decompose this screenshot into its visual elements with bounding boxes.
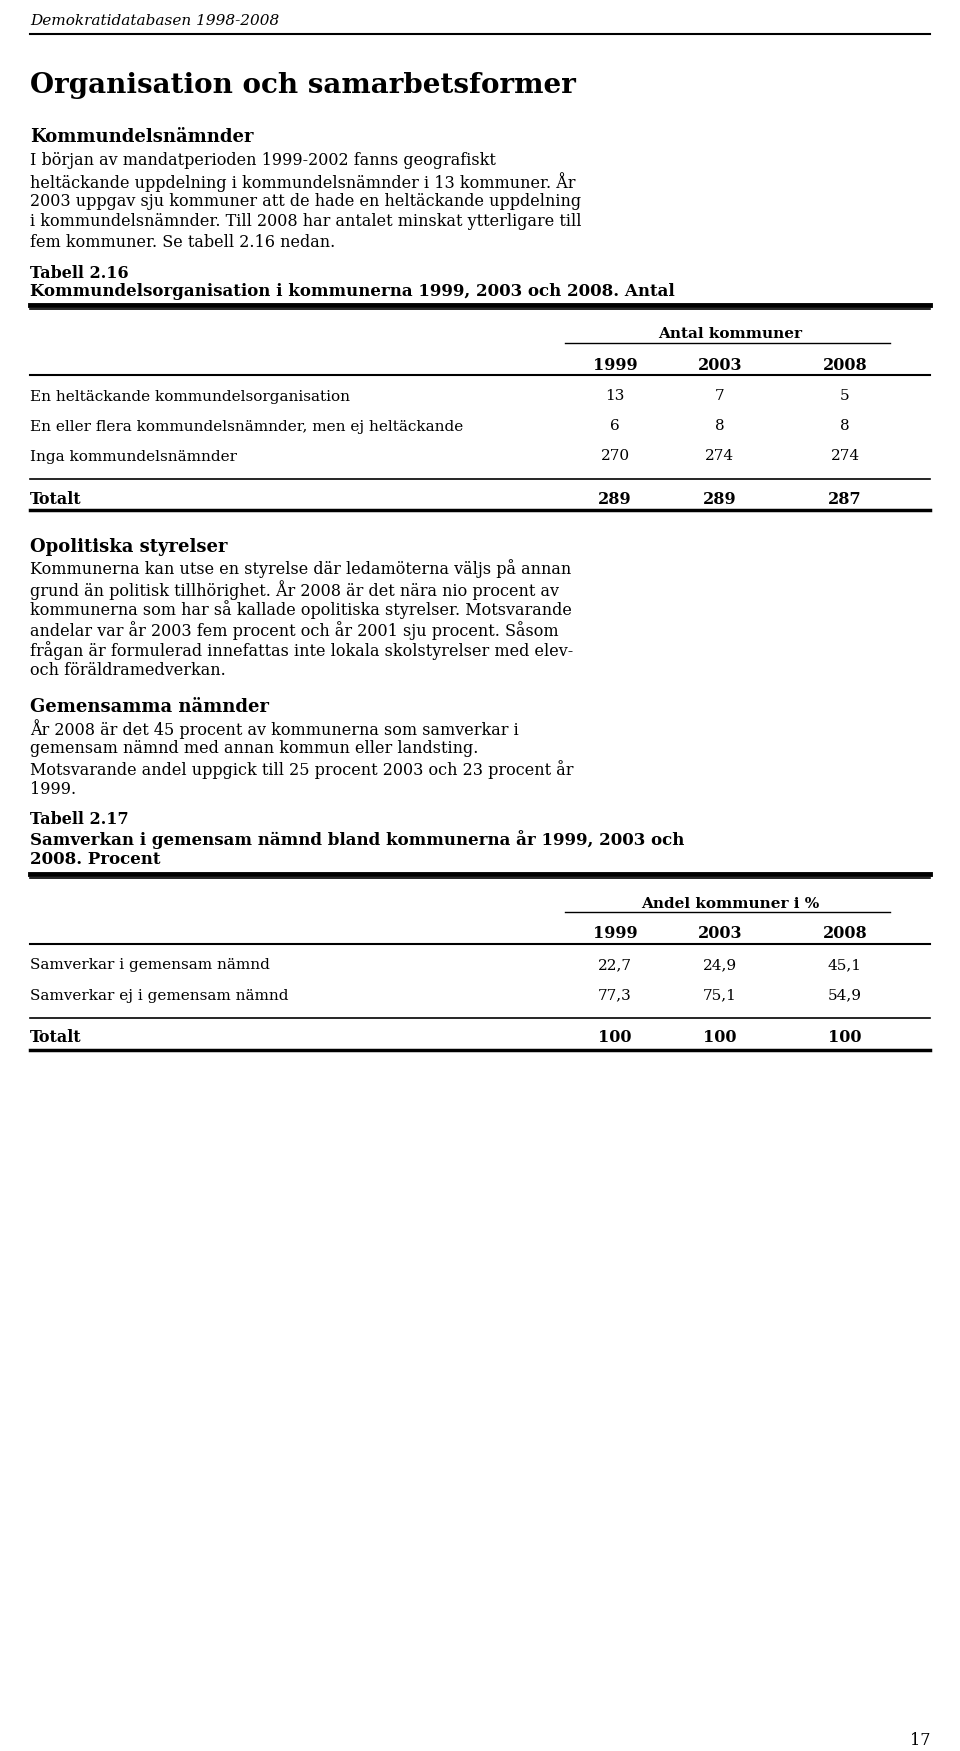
Text: 2003: 2003 bbox=[698, 357, 742, 373]
Text: Tabell 2.16: Tabell 2.16 bbox=[30, 264, 129, 282]
Text: 1999: 1999 bbox=[592, 926, 637, 942]
Text: En heltäckande kommundelsorganisation: En heltäckande kommundelsorganisation bbox=[30, 389, 350, 403]
Text: frågan är formulerad innefattas inte lokala skolstyrelser med elev-: frågan är formulerad innefattas inte lok… bbox=[30, 641, 573, 660]
Text: En eller flera kommundelsnämnder, men ej heltäckande: En eller flera kommundelsnämnder, men ej… bbox=[30, 420, 464, 434]
Text: 274: 274 bbox=[706, 450, 734, 464]
Text: Inga kommundelsnämnder: Inga kommundelsnämnder bbox=[30, 450, 237, 464]
Text: kommunerna som har så kallade opolitiska styrelser. Motsvarande: kommunerna som har så kallade opolitiska… bbox=[30, 601, 572, 620]
Text: I början av mandatperioden 1999-2002 fanns geografiskt: I början av mandatperioden 1999-2002 fan… bbox=[30, 152, 496, 170]
Text: fem kommuner. Se tabell 2.16 nedan.: fem kommuner. Se tabell 2.16 nedan. bbox=[30, 235, 335, 250]
Text: heltäckande uppdelning i kommundelsnämnder i 13 kommuner. År: heltäckande uppdelning i kommundelsnämnd… bbox=[30, 173, 575, 193]
Text: År 2008 är det 45 procent av kommunerna som samverkar i: År 2008 är det 45 procent av kommunerna … bbox=[30, 720, 518, 739]
Text: 274: 274 bbox=[830, 450, 859, 464]
Text: Samverkar ej i gemensam nämnd: Samverkar ej i gemensam nämnd bbox=[30, 989, 289, 1003]
Text: 100: 100 bbox=[704, 1030, 736, 1047]
Text: Kommundelsnämnder: Kommundelsnämnder bbox=[30, 128, 253, 145]
Text: Kommunerna kan utse en styrelse där ledamöterna väljs på annan: Kommunerna kan utse en styrelse där leda… bbox=[30, 560, 571, 578]
Text: grund än politisk tillhörighet. År 2008 är det nära nio procent av: grund än politisk tillhörighet. År 2008 … bbox=[30, 580, 559, 601]
Text: 75,1: 75,1 bbox=[703, 989, 737, 1003]
Text: Samverkan i gemensam nämnd bland kommunerna år 1999, 2003 och: Samverkan i gemensam nämnd bland kommune… bbox=[30, 830, 684, 849]
Text: 54,9: 54,9 bbox=[828, 989, 862, 1003]
Text: 2003: 2003 bbox=[698, 926, 742, 942]
Text: 7: 7 bbox=[715, 389, 725, 403]
Text: gemensam nämnd med annan kommun eller landsting.: gemensam nämnd med annan kommun eller la… bbox=[30, 741, 478, 756]
Text: Antal kommuner: Antal kommuner bbox=[658, 327, 802, 341]
Text: 17: 17 bbox=[909, 1732, 930, 1749]
Text: Tabell 2.17: Tabell 2.17 bbox=[30, 811, 129, 828]
Text: Organisation och samarbetsformer: Organisation och samarbetsformer bbox=[30, 72, 576, 100]
Text: 24,9: 24,9 bbox=[703, 958, 737, 972]
Text: 289: 289 bbox=[703, 490, 737, 508]
Text: 2008. Procent: 2008. Procent bbox=[30, 851, 160, 867]
Text: Opolitiska styrelser: Opolitiska styrelser bbox=[30, 539, 228, 557]
Text: 8: 8 bbox=[840, 420, 850, 434]
Text: Motsvarande andel uppgick till 25 procent 2003 och 23 procent år: Motsvarande andel uppgick till 25 procen… bbox=[30, 760, 573, 779]
Text: 45,1: 45,1 bbox=[828, 958, 862, 972]
Text: Gemensamma nämnder: Gemensamma nämnder bbox=[30, 699, 269, 716]
Text: i kommundelsnämnder. Till 2008 har antalet minskat ytterligare till: i kommundelsnämnder. Till 2008 har antal… bbox=[30, 214, 582, 231]
Text: 1999.: 1999. bbox=[30, 781, 76, 798]
Text: 1999: 1999 bbox=[592, 357, 637, 373]
Text: 2003 uppgav sju kommuner att de hade en heltäckande uppdelning: 2003 uppgav sju kommuner att de hade en … bbox=[30, 193, 581, 210]
Text: 77,3: 77,3 bbox=[598, 989, 632, 1003]
Text: Totalt: Totalt bbox=[30, 490, 82, 508]
Text: Totalt: Totalt bbox=[30, 1030, 82, 1047]
Text: 22,7: 22,7 bbox=[598, 958, 632, 972]
Text: Demokratidatabasen 1998-2008: Demokratidatabasen 1998-2008 bbox=[30, 14, 279, 28]
Text: 270: 270 bbox=[600, 450, 630, 464]
Text: 2008: 2008 bbox=[823, 357, 868, 373]
Text: 100: 100 bbox=[598, 1030, 632, 1047]
Text: Samverkar i gemensam nämnd: Samverkar i gemensam nämnd bbox=[30, 958, 270, 972]
Text: 289: 289 bbox=[598, 490, 632, 508]
Text: andelar var år 2003 fem procent och år 2001 sju procent. Såsom: andelar var år 2003 fem procent och år 2… bbox=[30, 622, 559, 639]
Text: 2008: 2008 bbox=[823, 926, 868, 942]
Text: 8: 8 bbox=[715, 420, 725, 434]
Text: 6: 6 bbox=[611, 420, 620, 434]
Text: 100: 100 bbox=[828, 1030, 862, 1047]
Text: 5: 5 bbox=[840, 389, 850, 403]
Text: 287: 287 bbox=[828, 490, 862, 508]
Text: och föräldramedverkan.: och föräldramedverkan. bbox=[30, 662, 226, 679]
Text: Kommundelsorganisation i kommunerna 1999, 2003 och 2008. Antal: Kommundelsorganisation i kommunerna 1999… bbox=[30, 284, 675, 301]
Text: 13: 13 bbox=[606, 389, 625, 403]
Text: Andel kommuner i %: Andel kommuner i % bbox=[641, 897, 819, 911]
